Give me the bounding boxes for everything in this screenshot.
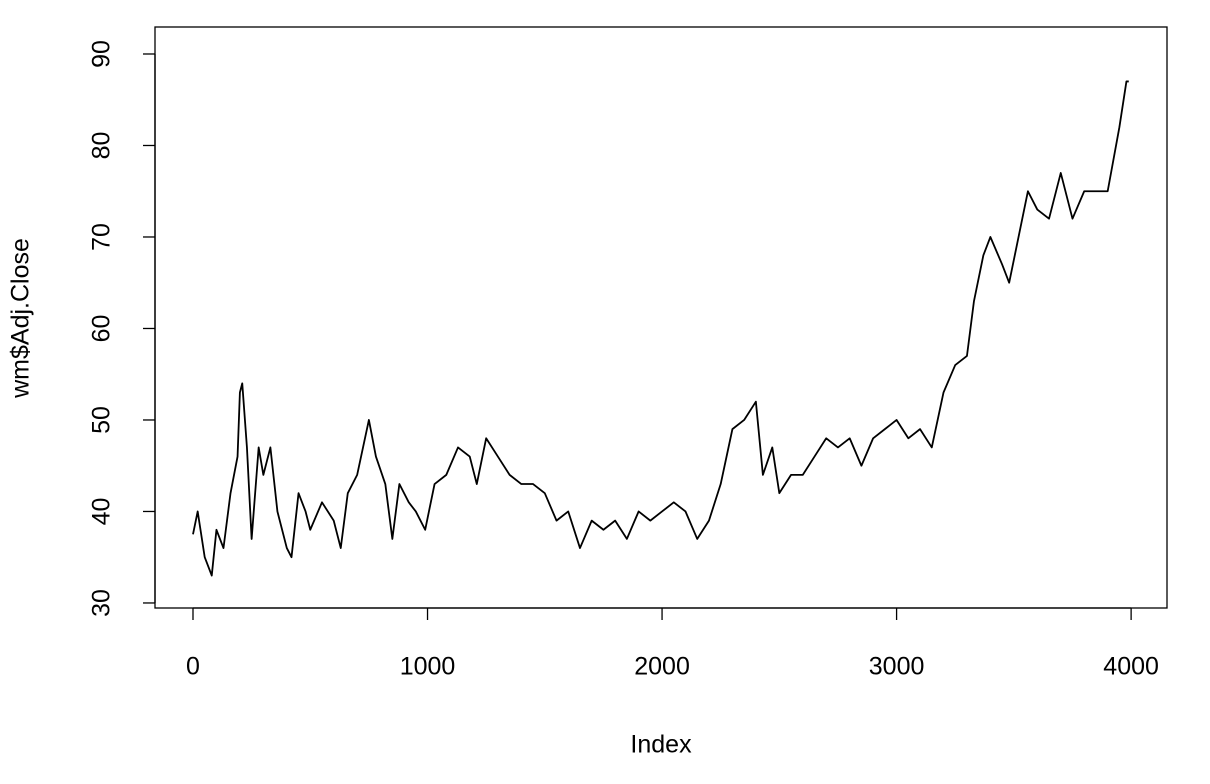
y-axis-label: wm$Adj.Close bbox=[7, 238, 35, 399]
y-tick-label: 70 bbox=[88, 223, 116, 251]
x-tick-label: 4000 bbox=[1103, 653, 1159, 681]
y-tick-label: 40 bbox=[88, 498, 116, 526]
x-tick-label: 3000 bbox=[869, 653, 925, 681]
y-tick-label: 80 bbox=[88, 132, 116, 160]
x-tick-label: 1000 bbox=[400, 653, 456, 681]
x-axis-label: Index bbox=[630, 731, 692, 759]
x-tick-label: 0 bbox=[186, 653, 200, 681]
y-tick-label: 60 bbox=[88, 315, 116, 343]
plot-box bbox=[154, 26, 1168, 609]
x-tick-label: 2000 bbox=[634, 653, 690, 681]
y-tick-label: 30 bbox=[88, 589, 116, 617]
line-series bbox=[192, 80, 1129, 577]
y-tick-label: 90 bbox=[88, 40, 116, 68]
y-tick-label: 50 bbox=[88, 406, 116, 434]
